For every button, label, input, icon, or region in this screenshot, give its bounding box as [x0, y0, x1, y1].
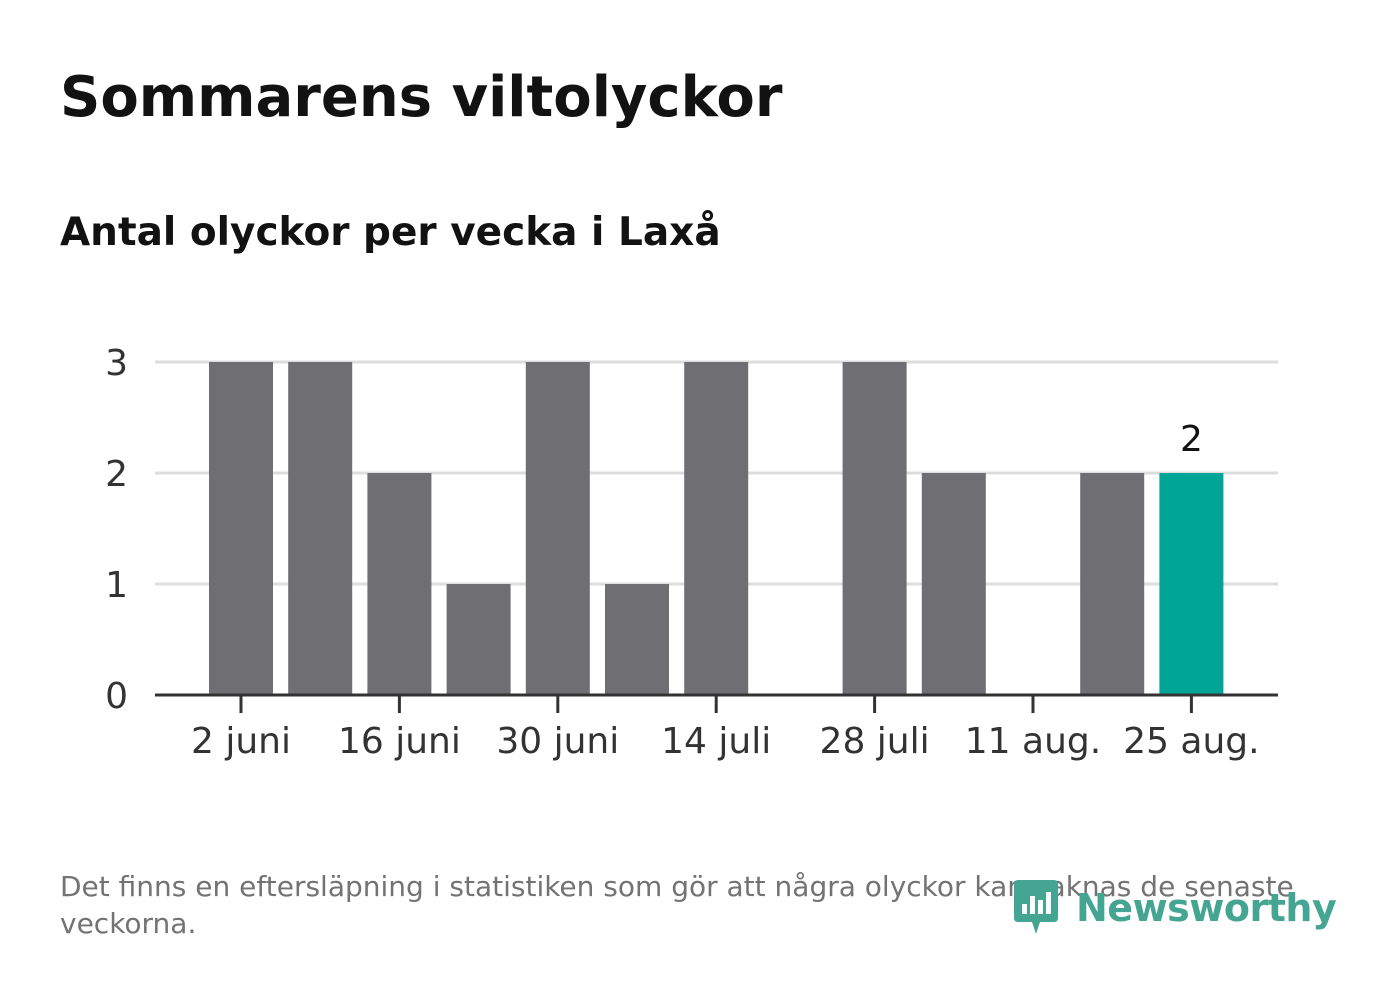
- chart-title: Sommarens viltolyckor: [60, 65, 783, 130]
- bar: [842, 362, 907, 695]
- y-tick-label: 1: [105, 565, 128, 606]
- bar: [525, 362, 590, 695]
- bar: [684, 362, 749, 695]
- bar: [288, 362, 353, 695]
- x-tick-label: 16 juni: [338, 721, 461, 762]
- x-tick-label: 28 juli: [820, 721, 930, 762]
- bar: [367, 473, 432, 695]
- y-tick-label: 0: [105, 676, 128, 717]
- labels: 0 1 2 3 2 2 juni 16 juni 30 juni 14 juli 28 juli 1…: [105, 343, 1260, 762]
- x-tick-label: 11 aug.: [965, 721, 1101, 762]
- bars: [209, 362, 1224, 695]
- bar: [209, 362, 273, 695]
- bar: [1080, 473, 1145, 695]
- footnote: Det finns en eftersläpning i statistiken…: [60, 870, 1294, 940]
- brand-logo: Newsworthy: [1010, 876, 1337, 940]
- bar: [446, 584, 511, 695]
- data-label: 2: [1180, 419, 1203, 460]
- y-tick-label: 3: [105, 343, 128, 384]
- axes: [155, 693, 1278, 713]
- x-tick-label: 14 juli: [661, 721, 771, 762]
- chart-subtitle: Antal olyckor per vecka i Laxå: [60, 210, 721, 255]
- bar: [921, 473, 986, 695]
- bar-highlight: [1159, 473, 1224, 695]
- x-tick-label: 25 aug.: [1123, 721, 1259, 762]
- y-tick-label: 2: [105, 454, 128, 495]
- bar: [605, 584, 669, 695]
- newsworthy-chart-logo-icon: [1010, 876, 1062, 940]
- brand-name: Newsworthy: [1076, 886, 1337, 930]
- x-tick-label: 2 juni: [191, 721, 291, 762]
- x-tick-label: 30 juni: [496, 721, 619, 762]
